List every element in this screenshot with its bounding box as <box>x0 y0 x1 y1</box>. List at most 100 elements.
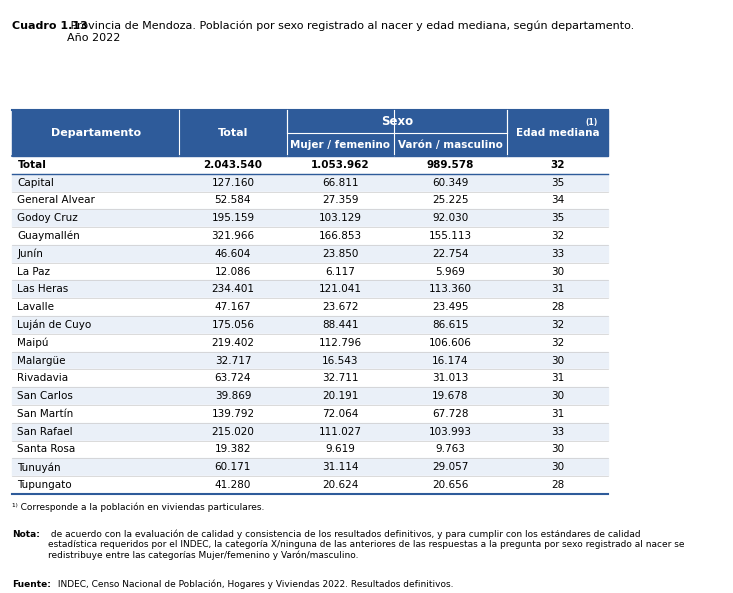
Text: 52.584: 52.584 <box>215 196 251 205</box>
Text: Godoy Cruz: Godoy Cruz <box>18 213 78 223</box>
Bar <box>12 174 608 192</box>
Text: Maipú: Maipú <box>18 337 49 348</box>
Text: 88.441: 88.441 <box>322 320 358 330</box>
Text: La Paz: La Paz <box>18 267 51 276</box>
Bar <box>12 334 608 352</box>
Text: 46.604: 46.604 <box>215 249 251 259</box>
Text: 33: 33 <box>551 249 564 259</box>
Text: 32: 32 <box>550 160 565 170</box>
Text: 30: 30 <box>551 391 564 401</box>
Text: 19.678: 19.678 <box>432 391 468 401</box>
Text: 30: 30 <box>551 445 564 454</box>
Text: 6.117: 6.117 <box>325 267 356 276</box>
Text: 16.543: 16.543 <box>322 356 358 365</box>
Text: 1.053.962: 1.053.962 <box>311 160 369 170</box>
Text: 25.225: 25.225 <box>432 196 468 205</box>
Text: 32.717: 32.717 <box>215 356 251 365</box>
Text: Provincia de Mendoza. Población por sexo registrado al nacer y edad mediana, seg: Provincia de Mendoza. Población por sexo… <box>67 21 634 43</box>
Text: 32: 32 <box>551 320 564 330</box>
Bar <box>12 405 608 423</box>
Text: Las Heras: Las Heras <box>18 285 69 294</box>
Text: 32.711: 32.711 <box>322 374 358 383</box>
Text: 106.606: 106.606 <box>429 338 472 347</box>
Text: (1): (1) <box>586 117 598 127</box>
Bar <box>12 352 608 369</box>
Text: 31: 31 <box>551 409 564 419</box>
Text: 72.064: 72.064 <box>322 409 358 419</box>
Text: ¹⁾ Corresponde a la población en viviendas particulares.: ¹⁾ Corresponde a la población en viviend… <box>12 503 265 512</box>
Text: 67.728: 67.728 <box>432 409 468 419</box>
Text: Santa Rosa: Santa Rosa <box>18 445 75 454</box>
Text: 5.969: 5.969 <box>435 267 465 276</box>
Text: Guaymallén: Guaymallén <box>18 231 80 241</box>
Text: 30: 30 <box>551 267 564 276</box>
Text: 32: 32 <box>551 231 564 241</box>
Text: Luján de Cuyo: Luján de Cuyo <box>18 320 92 330</box>
Text: Edad mediana: Edad mediana <box>516 128 600 138</box>
Text: San Carlos: San Carlos <box>18 391 73 401</box>
Text: 35: 35 <box>551 178 564 187</box>
Text: 60.349: 60.349 <box>432 178 468 187</box>
Text: 111.027: 111.027 <box>319 427 361 436</box>
Text: 166.853: 166.853 <box>319 231 362 241</box>
Text: 35: 35 <box>551 213 564 223</box>
Bar <box>12 316 608 334</box>
Text: 113.360: 113.360 <box>429 285 472 294</box>
Text: 219.402: 219.402 <box>211 338 254 347</box>
Bar <box>12 192 608 209</box>
Text: Mujer / femenino: Mujer / femenino <box>290 140 390 149</box>
Text: 23.672: 23.672 <box>322 302 358 312</box>
Text: 22.754: 22.754 <box>432 249 468 259</box>
Text: Nota:: Nota: <box>12 530 40 538</box>
Text: 31.114: 31.114 <box>322 463 358 472</box>
Text: Tupungato: Tupungato <box>18 480 72 490</box>
Text: 321.966: 321.966 <box>211 231 254 241</box>
Text: 63.724: 63.724 <box>215 374 251 383</box>
Text: 112.796: 112.796 <box>319 338 362 347</box>
Text: 66.811: 66.811 <box>322 178 358 187</box>
Text: Cuadro 1.13: Cuadro 1.13 <box>12 21 88 31</box>
Text: 20.191: 20.191 <box>322 391 358 401</box>
Text: 28: 28 <box>551 480 564 490</box>
Bar <box>12 110 608 133</box>
Text: 155.113: 155.113 <box>429 231 472 241</box>
Text: 60.171: 60.171 <box>215 463 251 472</box>
Text: 28: 28 <box>551 302 564 312</box>
Text: 127.160: 127.160 <box>211 178 254 187</box>
Text: 215.020: 215.020 <box>212 427 254 436</box>
Text: Tunuyán: Tunuyán <box>18 462 61 473</box>
Bar <box>12 263 608 280</box>
Text: 20.624: 20.624 <box>322 480 358 490</box>
Bar <box>12 280 608 298</box>
Text: 12.086: 12.086 <box>215 267 251 276</box>
Bar <box>12 209 608 227</box>
Bar <box>12 133 608 156</box>
Bar <box>12 227 608 245</box>
Text: San Martín: San Martín <box>18 409 73 419</box>
Text: Rivadavia: Rivadavia <box>18 374 68 383</box>
Text: 41.280: 41.280 <box>215 480 251 490</box>
Text: Departamento: Departamento <box>51 128 141 138</box>
Text: 30: 30 <box>551 356 564 365</box>
Text: 29.057: 29.057 <box>432 463 468 472</box>
Text: 121.041: 121.041 <box>319 285 361 294</box>
Text: 9.619: 9.619 <box>325 445 356 454</box>
Text: 27.359: 27.359 <box>322 196 358 205</box>
Text: 31.013: 31.013 <box>432 374 468 383</box>
Text: 30: 30 <box>551 463 564 472</box>
Bar <box>12 476 608 494</box>
Text: 31: 31 <box>551 374 564 383</box>
Text: 92.030: 92.030 <box>432 213 468 223</box>
Text: 103.993: 103.993 <box>429 427 472 436</box>
Text: San Rafael: San Rafael <box>18 427 73 436</box>
Text: 9.763: 9.763 <box>435 445 465 454</box>
Text: 39.869: 39.869 <box>215 391 251 401</box>
Text: 234.401: 234.401 <box>211 285 254 294</box>
Bar <box>12 441 608 458</box>
Bar <box>12 387 608 405</box>
Text: Total: Total <box>218 128 248 138</box>
Bar <box>12 156 608 174</box>
Text: 20.656: 20.656 <box>432 480 468 490</box>
Text: 195.159: 195.159 <box>211 213 254 223</box>
Text: Fuente:: Fuente: <box>12 580 51 589</box>
